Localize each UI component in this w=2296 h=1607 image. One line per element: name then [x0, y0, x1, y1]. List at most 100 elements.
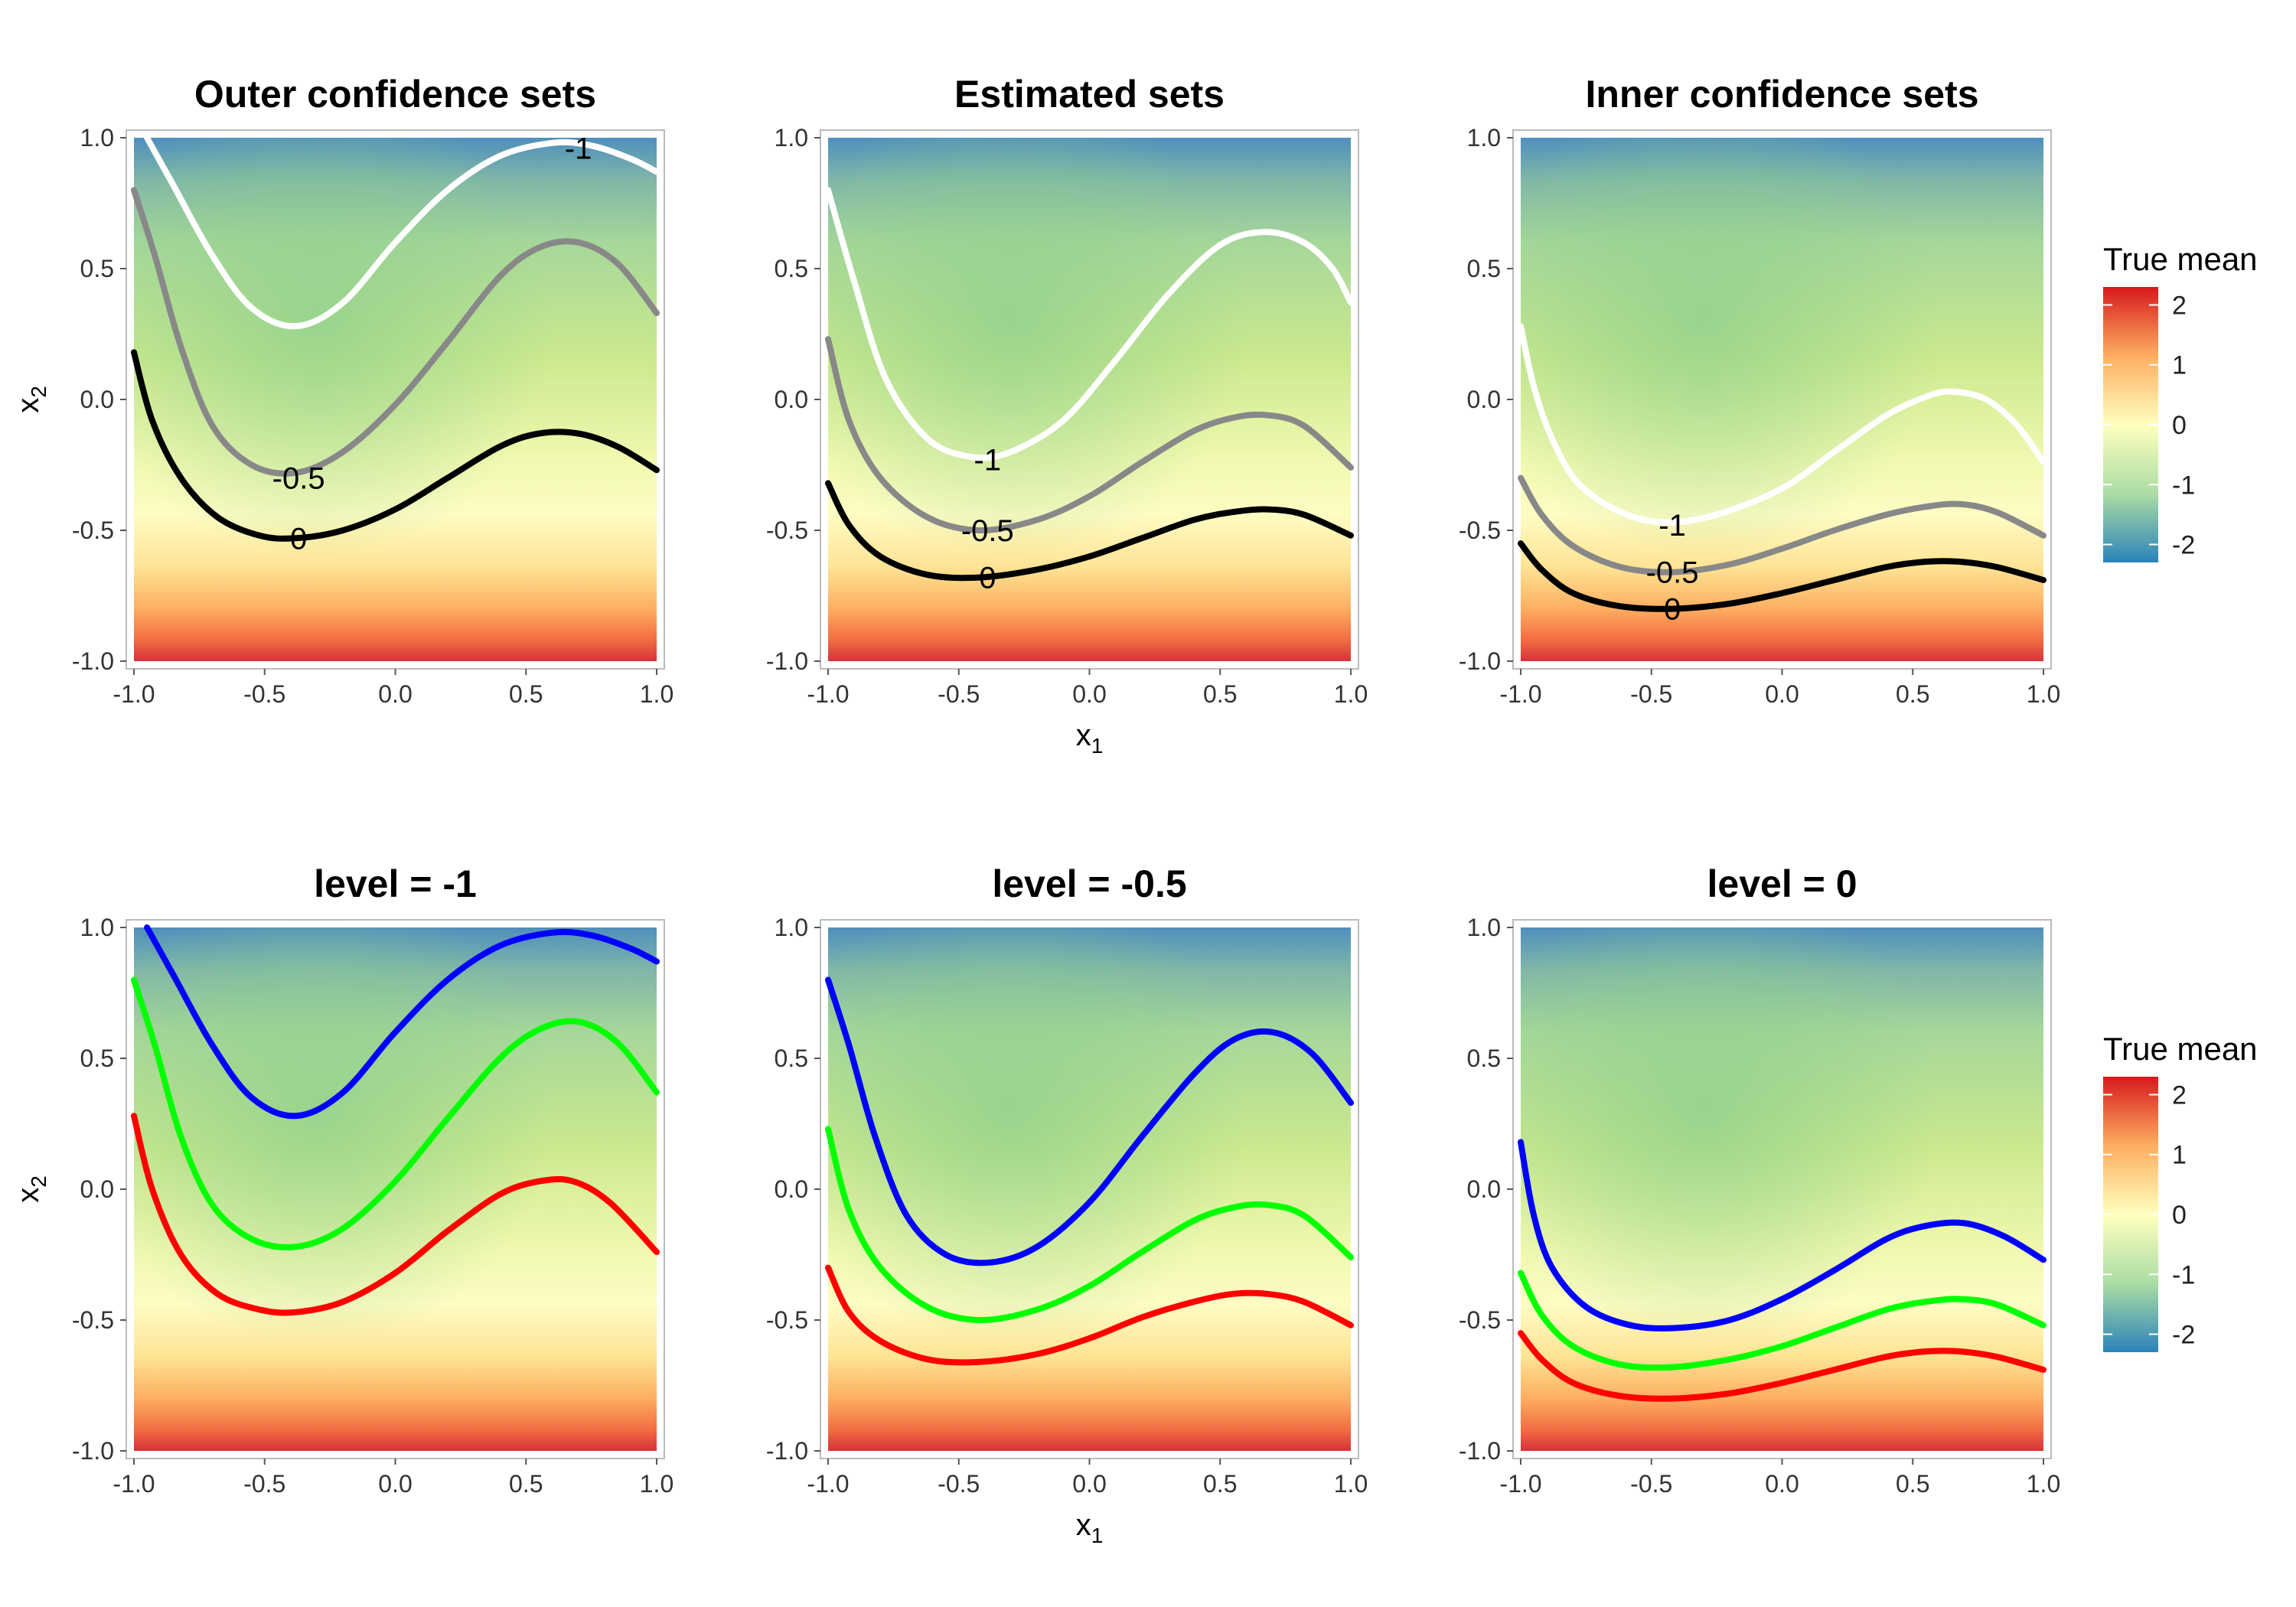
contour-label: 0	[1664, 593, 1681, 627]
colorbar-tick-label: -1	[2172, 471, 2195, 500]
y-tick-label: 0.5	[80, 255, 114, 282]
colorbar-tick-label: 2	[2172, 291, 2187, 320]
x-tick-label: 1.0	[640, 680, 673, 708]
heatmap-field-overlay	[134, 138, 657, 661]
y-tick-label: -1.0	[72, 647, 114, 675]
x-tick-label: 1.0	[1334, 1470, 1368, 1498]
contour-inner	[825, 1264, 1354, 1366]
y-tick-label: -0.5	[766, 1306, 808, 1334]
y-tick-label: -1.0	[1459, 1437, 1501, 1465]
x-tick-label: 0.5	[1896, 680, 1929, 708]
x-tick-label: 1.0	[2027, 1470, 2060, 1498]
x-tick-label: -0.5	[243, 1470, 285, 1498]
panel-2: Estimated sets -1.0 -0.5 0.0 0.5 1.0 -1.0 -0.5 0…	[766, 73, 1368, 758]
y-tick-label: -1.0	[766, 1437, 808, 1465]
contour-label: -0.5	[961, 514, 1014, 548]
contour-label: -1	[565, 132, 592, 166]
contour-estimated	[131, 976, 660, 1250]
x-tick-label: -1.0	[113, 680, 155, 708]
x-tick-label: -1.0	[113, 1470, 155, 1498]
x-tick-label: 0.0	[1072, 680, 1106, 708]
contour-label: -0.5	[272, 462, 325, 496]
colorbar-tick-label: 2	[2172, 1081, 2187, 1110]
y-tick-label: 0.5	[1467, 255, 1501, 282]
x-tick-label: -1.0	[807, 1470, 849, 1498]
contour-label: -0.5	[1646, 556, 1699, 590]
heatmap-field-overlay	[828, 927, 1351, 1451]
x-tick-label: 0.0	[378, 1470, 412, 1498]
contour-label: 0	[979, 562, 996, 595]
panel-title: level = -1	[314, 862, 477, 905]
y-tick-label: 0.5	[775, 255, 808, 282]
y-axis-label: x2	[11, 386, 51, 413]
y-tick-label: 0.0	[80, 386, 114, 413]
colorbar-tick-label: 0	[2172, 1201, 2187, 1230]
x-tick-label: 0.5	[1203, 1470, 1237, 1498]
y-tick-label: 0.5	[1467, 1045, 1501, 1072]
y-tick-label: 1.0	[775, 124, 808, 152]
y-tick-label: -0.5	[72, 517, 114, 544]
x-axis-label: x1	[1076, 719, 1104, 758]
panel-title: Outer confidence sets	[194, 73, 596, 116]
panel-5: level = -0.5 -1.0 -0.5 0.0 0.5 1.0 -1.0 -0.5 0.0…	[766, 862, 1368, 1547]
contour-outer	[1518, 1139, 2047, 1332]
x-tick-label: -1.0	[807, 680, 849, 708]
y-tick-label: 0.0	[1467, 386, 1501, 413]
y-tick-label: -0.5	[1459, 517, 1501, 544]
y-axis-label: x2	[11, 1175, 51, 1203]
y-tick-label: 0.0	[775, 1175, 808, 1203]
contour-label: -1	[1658, 509, 1686, 543]
contour-inner	[131, 1113, 660, 1316]
x-tick-label: -0.5	[938, 680, 980, 708]
x-tick-label: 1.0	[640, 1470, 673, 1498]
heatmap-field-overlay	[134, 927, 657, 1451]
colorbar-legend: True mean 2 1 0 -1 -2	[2103, 1031, 2258, 1352]
contour-label: 0	[290, 522, 307, 556]
contour--1	[1518, 323, 2047, 526]
contour--0.5	[1518, 474, 2047, 575]
y-tick-label: 1.0	[80, 914, 114, 941]
y-tick-label: 0.5	[775, 1045, 808, 1072]
y-tick-label: -0.5	[1459, 1306, 1501, 1334]
x-tick-label: -0.5	[243, 680, 285, 708]
colorbar-tick-label: 0	[2172, 411, 2187, 440]
colorbar-tick-label: 1	[2172, 1141, 2187, 1170]
heatmap-field-overlay	[828, 138, 1351, 661]
panel-6: level = 0 -1.0 -0.5 0.0 0.5 1.0 -1.0 -0.5 0.0 0.5…	[1459, 862, 2060, 1498]
colorbar-tick-label: -2	[2172, 1321, 2195, 1350]
y-tick-label: 1.0	[80, 124, 114, 152]
panel-title: level = -0.5	[992, 862, 1186, 905]
y-tick-label: 1.0	[1467, 914, 1501, 941]
panel-3: Inner confidence sets -1.0 -0.5 0.0 0.5 1.0 -1…	[1459, 73, 2060, 708]
x-tick-label: 0.0	[1765, 1470, 1799, 1498]
x-tick-label: 0.0	[1765, 680, 1799, 708]
y-tick-label: 0.0	[1467, 1175, 1501, 1203]
panel-title: Estimated sets	[954, 73, 1225, 116]
x-tick-label: -0.5	[1630, 680, 1672, 708]
heatmap-field-overlay	[1521, 138, 2043, 661]
contour-inner	[1518, 1330, 2047, 1402]
legend-title: True mean	[2103, 241, 2258, 277]
y-tick-label: -1.0	[1459, 647, 1501, 675]
y-tick-label: -1.0	[766, 647, 808, 675]
contour-0	[825, 480, 1354, 582]
x-tick-label: 1.0	[2027, 680, 2060, 708]
x-tick-label: -0.5	[1630, 1470, 1672, 1498]
y-tick-label: -0.5	[766, 517, 808, 544]
contour-0	[1518, 540, 2047, 612]
colorbar-tick-label: -2	[2172, 531, 2195, 560]
panel-1: Outer confidence sets -1.0 -0.5 0.0 0.5 1.0 -1…	[11, 73, 673, 708]
y-tick-label: 0.0	[80, 1175, 114, 1203]
contour-label: -1	[974, 444, 1002, 478]
colorbar-tick-label: -1	[2172, 1260, 2195, 1289]
heatmap-field-overlay	[1521, 927, 2043, 1451]
y-tick-label: 0.5	[80, 1045, 114, 1072]
x-tick-label: 0.5	[1203, 680, 1237, 708]
x-tick-label: 0.0	[378, 680, 412, 708]
panel-title: level = 0	[1707, 862, 1857, 905]
y-tick-label: 1.0	[1467, 124, 1501, 152]
contour-estimated	[825, 1126, 1354, 1324]
x-tick-label: -1.0	[1499, 680, 1541, 708]
x-axis-label: x1	[1076, 1508, 1104, 1547]
